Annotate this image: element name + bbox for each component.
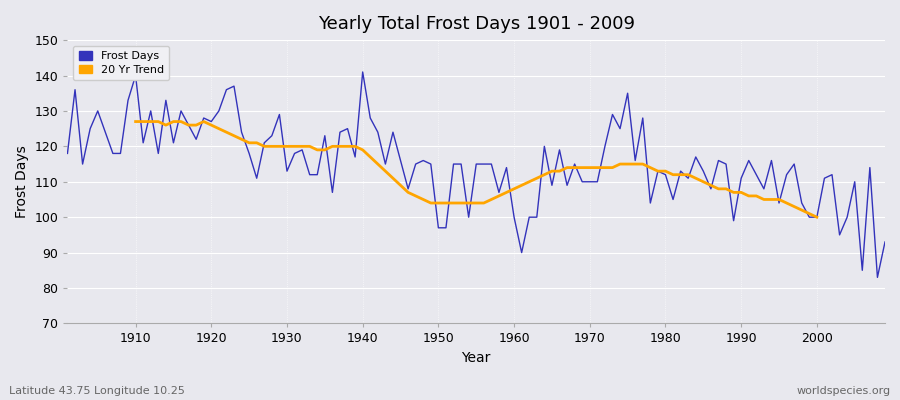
X-axis label: Year: Year	[462, 351, 490, 365]
Title: Yearly Total Frost Days 1901 - 2009: Yearly Total Frost Days 1901 - 2009	[318, 15, 634, 33]
Text: Latitude 43.75 Longitude 10.25: Latitude 43.75 Longitude 10.25	[9, 386, 184, 396]
Y-axis label: Frost Days: Frost Days	[15, 145, 29, 218]
Text: worldspecies.org: worldspecies.org	[796, 386, 891, 396]
Legend: Frost Days, 20 Yr Trend: Frost Days, 20 Yr Trend	[73, 46, 169, 80]
